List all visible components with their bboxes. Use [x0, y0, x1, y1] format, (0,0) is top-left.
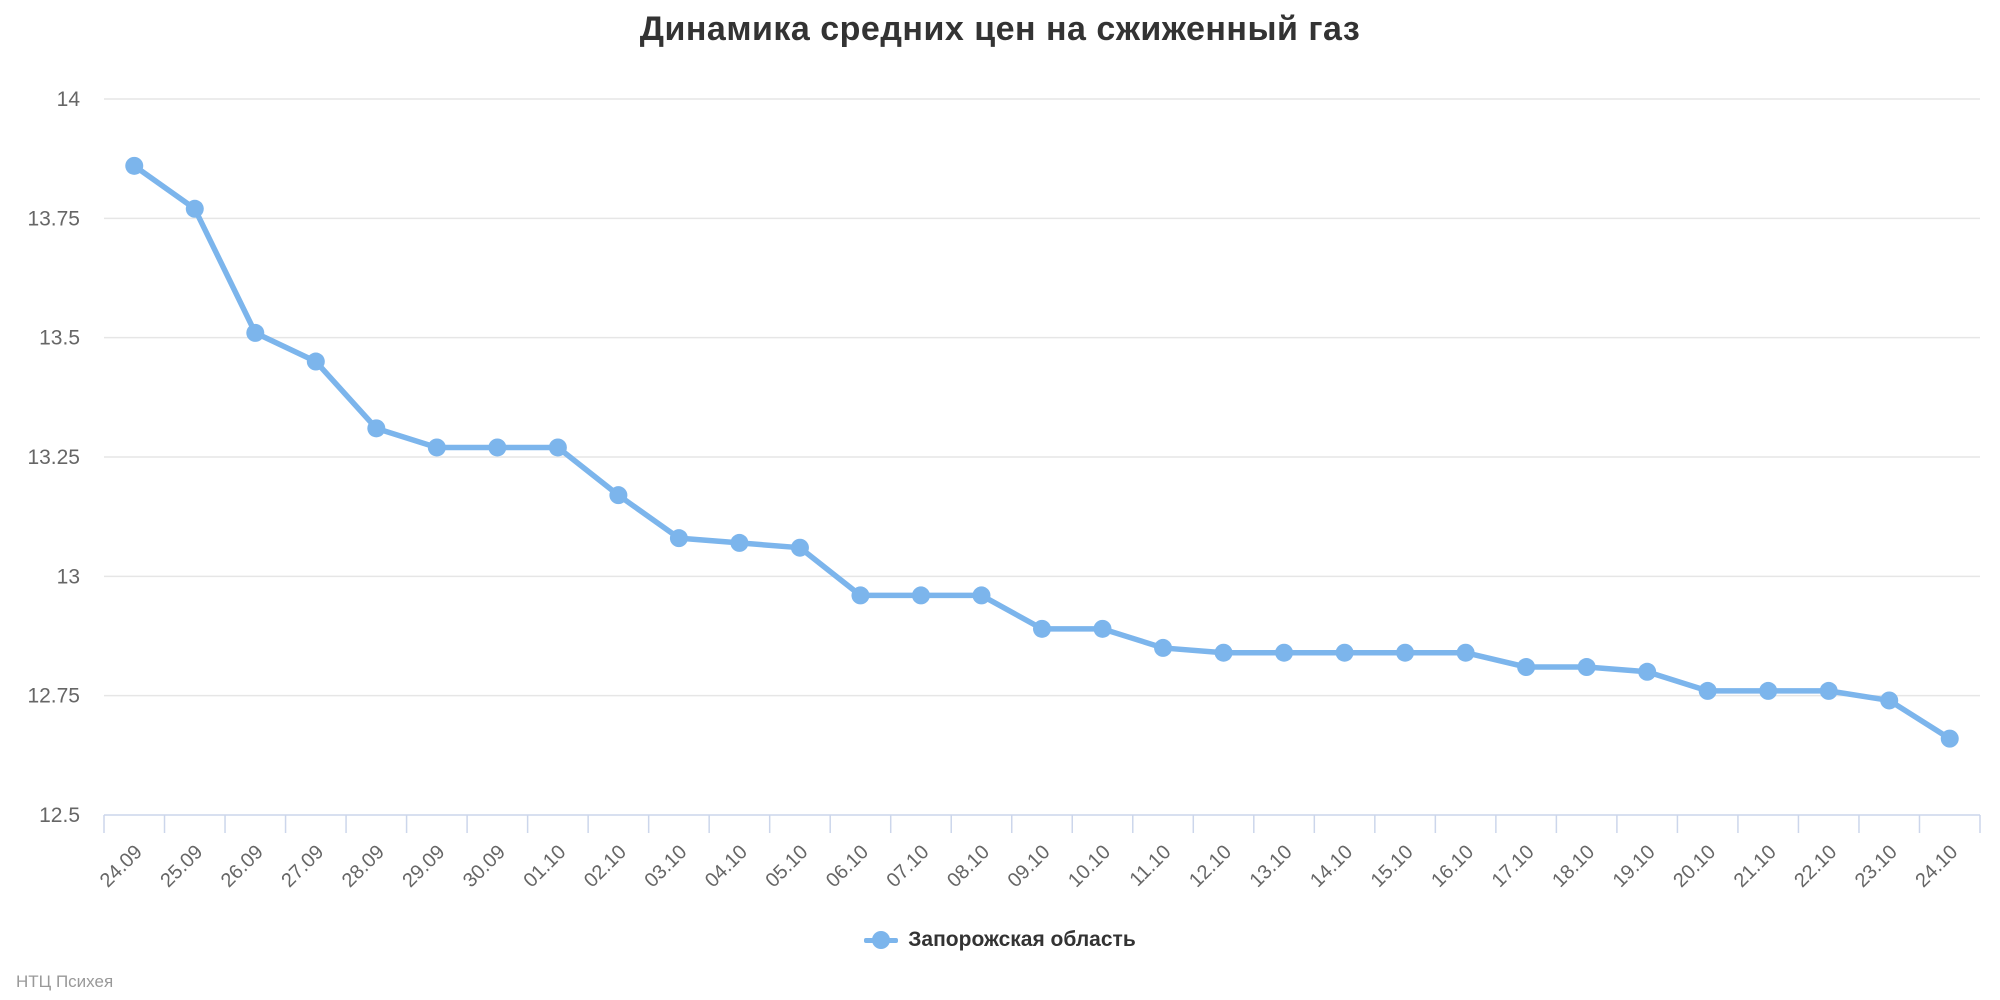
legend-line-dot-icon [864, 931, 899, 949]
data-point[interactable]: 25.09: 13.77 [185, 199, 204, 218]
data-point[interactable]: 29.09: 13.27 [427, 438, 446, 457]
x-axis-label: 13.10 [1246, 841, 1297, 892]
y-axis-label: 13.25 [27, 446, 80, 469]
data-point[interactable]: 01.10: 13.27 [548, 438, 567, 457]
x-axis-label: 02.10 [580, 841, 631, 892]
data-point[interactable]: 21.10: 12.76 [1759, 681, 1778, 700]
y-axis-label: 12.75 [27, 685, 80, 708]
x-axis-label: 14.10 [1306, 841, 1357, 892]
x-axis-label: 21.10 [1730, 841, 1781, 892]
x-axis-label: 25.09 [156, 841, 207, 892]
data-point[interactable]: 16.10: 12.84 [1456, 643, 1475, 662]
data-point[interactable]: 03.10: 13.08 [669, 529, 688, 548]
data-point[interactable]: 04.10: 13.07 [730, 533, 749, 552]
data-point[interactable]: 15.10: 12.84 [1396, 643, 1415, 662]
data-point[interactable]: 17.10: 12.81 [1517, 658, 1536, 677]
data-point[interactable]: 08.10: 12.96 [972, 586, 991, 605]
data-point[interactable]: 23.10: 12.74 [1880, 691, 1899, 710]
data-point[interactable]: 12.10: 12.84 [1214, 643, 1233, 662]
x-axis-label: 11.10 [1126, 841, 1176, 891]
data-point[interactable]: 05.10: 13.06 [790, 538, 809, 557]
x-axis-label: 08.10 [943, 841, 994, 892]
y-axis-label: 13.5 [39, 327, 80, 350]
x-axis-label: 10.10 [1064, 841, 1115, 892]
series-line [131, 163, 1953, 742]
x-axis-label: 12.10 [1185, 841, 1236, 892]
legend-dot-icon [872, 931, 891, 949]
data-point[interactable]: 19.10: 12.8 [1638, 662, 1657, 681]
data-point[interactable]: 20.10: 12.76 [1698, 681, 1717, 700]
x-axis-label: 20.10 [1669, 841, 1720, 892]
data-point[interactable]: 24.09: 13.86 [125, 156, 144, 175]
y-axis-label: 12.5 [39, 804, 80, 827]
x-axis-label: 06.10 [822, 841, 873, 892]
x-axis-label: 16.10 [1427, 841, 1478, 892]
x-axis-label: 15.10 [1367, 841, 1418, 892]
x-axis-label: 24.09 [96, 841, 147, 892]
data-point[interactable]: 13.10: 12.84 [1275, 643, 1294, 662]
data-point[interactable]: 11.10: 12.85 [1154, 638, 1173, 657]
x-axis-label: 24.10 [1911, 841, 1962, 892]
y-axis-label: 13 [57, 565, 80, 588]
legend-label: Запорожская область [908, 928, 1136, 951]
x-axis-label: 03.10 [640, 841, 691, 892]
data-point[interactable]: 14.10: 12.84 [1335, 643, 1354, 662]
chart-title: Динамика средних цен на сжиженный газ [639, 10, 1361, 48]
legend-item[interactable]: Запорожская область [0, 928, 2000, 952]
data-point[interactable]: 06.10: 12.96 [851, 586, 870, 605]
credits-text: НТЦ Психея [16, 972, 114, 991]
x-axis-label: 17.10 [1488, 841, 1539, 892]
data-point[interactable]: 18.10: 12.81 [1577, 658, 1596, 677]
data-point[interactable]: 02.10: 13.17 [609, 486, 628, 505]
data-point[interactable]: 24.10: 12.66 [1940, 729, 1959, 748]
x-axis-label: 04.10 [701, 841, 752, 892]
x-axis-label: 27.09 [277, 841, 328, 892]
x-axis-label: 26.09 [217, 841, 268, 892]
x-axis-label: 01.10 [519, 841, 570, 892]
x-axis-label: 18.10 [1548, 841, 1599, 892]
x-axis-label: 22.10 [1790, 841, 1841, 892]
y-axis-label: 14 [57, 88, 81, 111]
data-point[interactable]: 09.10: 12.89 [1033, 619, 1051, 638]
x-axis-label: 05.10 [762, 841, 813, 892]
data-point[interactable]: 30.09: 13.27 [488, 438, 507, 457]
x-axis-label: 30.09 [459, 841, 510, 892]
data-point[interactable]: 26.09: 13.51 [246, 323, 265, 342]
data-point[interactable]: 28.09: 13.31 [367, 419, 386, 438]
x-axis-label: 29.09 [398, 841, 449, 892]
data-point[interactable]: 10.10: 12.89 [1093, 619, 1112, 638]
data-point[interactable]: 27.09: 13.45 [306, 352, 325, 371]
data-point[interactable]: 07.10: 12.96 [911, 586, 930, 605]
data-point[interactable]: 22.10: 12.76 [1819, 681, 1838, 700]
x-axis-label: 28.09 [338, 841, 389, 892]
x-axis-label: 07.10 [883, 841, 934, 892]
y-axis-label: 13.75 [27, 207, 80, 230]
x-axis-label: 19.10 [1609, 841, 1660, 892]
x-axis-label: 23.10 [1851, 841, 1902, 892]
x-axis-label: 09.10 [1004, 841, 1055, 892]
